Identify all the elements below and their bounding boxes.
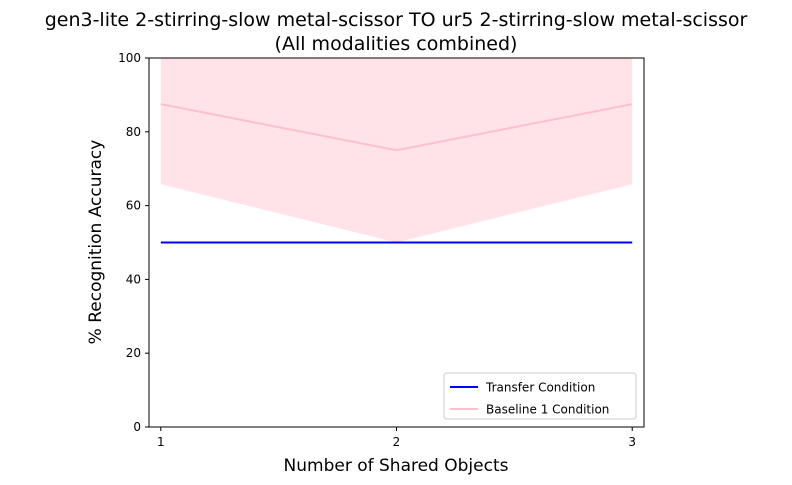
- x-tick-label: 1: [157, 435, 165, 449]
- legend-label: Transfer Condition: [485, 381, 595, 395]
- y-tick-label: 40: [126, 272, 141, 286]
- legend: Transfer Condition Baseline 1 Condition: [443, 372, 637, 420]
- x-tick-label: 2: [393, 435, 401, 449]
- plot-area: [160, 58, 633, 244]
- chart-title-line2: (All modalities combined): [275, 33, 518, 55]
- x-tick-label: 3: [628, 435, 636, 449]
- series-line-baseline-1-condition: [160, 103, 633, 152]
- y-tick-label: 20: [126, 346, 141, 360]
- legend-label: Baseline 1 Condition: [486, 403, 609, 417]
- y-tick-label: 100: [118, 51, 141, 65]
- x-axis-label: Number of Shared Objects: [284, 456, 509, 476]
- y-tick-label: 60: [126, 199, 141, 213]
- y-tick-label: 80: [126, 125, 141, 139]
- axes: 0 20 40 60 80 100 1 2 3: [118, 51, 645, 449]
- chart-title-line1: gen3-lite 2-stirring-slow metal-scissor …: [45, 9, 748, 31]
- legend-box: [443, 372, 637, 420]
- y-tick-label: 0: [133, 420, 141, 434]
- y-axis-label: % Recognition Accuracy: [86, 140, 106, 345]
